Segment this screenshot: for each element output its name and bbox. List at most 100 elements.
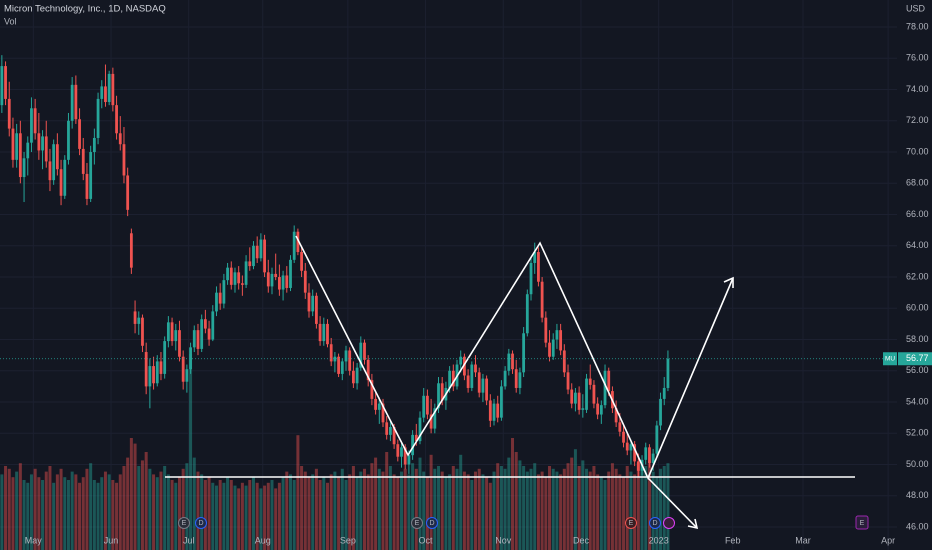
- candle-body: [411, 434, 415, 456]
- x-tick-label: Feb: [725, 535, 741, 545]
- volume-bar: [647, 460, 651, 550]
- candle-body: [322, 323, 326, 342]
- volume-bar: [433, 468, 437, 550]
- volume-bar: [522, 466, 526, 550]
- volume-bar: [403, 468, 407, 550]
- candle-body: [555, 330, 559, 340]
- x-tick-label: Jul: [183, 535, 195, 545]
- volume-bar: [296, 435, 300, 550]
- volume-bar: [96, 482, 100, 550]
- volume-bar: [655, 477, 659, 550]
- candle-body: [255, 245, 259, 259]
- y-tick-label: 72.00: [906, 115, 929, 125]
- candle-body: [463, 356, 466, 376]
- volume-bar: [111, 480, 115, 550]
- dividend-icon[interactable]: [663, 517, 675, 529]
- candle-body: [363, 342, 366, 360]
- event-marker[interactable]: [195, 517, 207, 529]
- candle-body: [277, 277, 281, 290]
- candle-body: [314, 295, 318, 324]
- candle-body: [396, 444, 400, 457]
- candle-body: [525, 294, 529, 334]
- candle-body: [178, 330, 181, 357]
- x-tick-label: Sep: [340, 535, 356, 545]
- volume-bar: [355, 477, 359, 550]
- candle-body: [185, 369, 189, 382]
- candle-body: [52, 144, 56, 181]
- y-tick-label: 74.00: [906, 84, 929, 94]
- volume-bar: [477, 468, 481, 550]
- candle-body: [311, 295, 315, 312]
- candle-body: [92, 137, 96, 153]
- symbol-badge: [883, 352, 897, 366]
- volume-bar: [629, 471, 633, 550]
- volume-bar: [385, 452, 389, 550]
- volume-pane: [0, 354, 670, 550]
- volume-bar: [559, 474, 563, 550]
- candle-body: [163, 341, 167, 374]
- candle-body: [181, 356, 185, 382]
- volume-bar: [499, 466, 503, 550]
- volume-bar: [348, 474, 352, 550]
- volume-bar: [292, 480, 296, 550]
- candle-body: [566, 372, 570, 390]
- volume-bar: [163, 466, 167, 550]
- event-marker[interactable]: [855, 515, 869, 530]
- candle-body: [470, 364, 474, 388]
- volume-bar: [33, 468, 37, 550]
- event-marker[interactable]: [625, 517, 637, 529]
- volume-bar: [107, 474, 111, 550]
- volume-bar: [640, 468, 644, 550]
- candle-body: [111, 73, 115, 106]
- candle-body: [337, 356, 340, 374]
- volume-bar: [266, 482, 270, 550]
- volume-bar: [37, 477, 41, 550]
- volume-bar: [44, 471, 48, 550]
- x-tick-label: Apr: [881, 535, 895, 545]
- volume-bar: [122, 466, 126, 550]
- down-arrow: [647, 477, 698, 529]
- volume-bar: [418, 457, 422, 550]
- volume-bar: [451, 466, 455, 550]
- event-marker[interactable]: [426, 517, 438, 529]
- currency-label: USD: [906, 3, 926, 13]
- volume-bar: [226, 477, 230, 550]
- volume-bar: [455, 468, 459, 550]
- candle-body: [559, 330, 563, 351]
- last-price-label: 56.77: [906, 353, 929, 363]
- volume-bar: [533, 463, 537, 550]
- event-marker[interactable]: [411, 517, 423, 529]
- y-tick-label: 48.00: [906, 490, 929, 500]
- candle-body: [448, 370, 452, 388]
- candle-body: [270, 273, 274, 287]
- y-tick-label: 66.00: [906, 209, 929, 219]
- candle-body: [451, 370, 455, 387]
- volume-bar: [400, 471, 404, 550]
- volume-bar: [248, 480, 252, 550]
- candle-body: [237, 272, 241, 284]
- volume-bar: [314, 468, 318, 550]
- volume-bar: [303, 471, 307, 550]
- volume-bar: [203, 480, 207, 550]
- volume-bar: [81, 477, 85, 550]
- event-marker[interactable]: [178, 517, 190, 529]
- event-marker[interactable]: [649, 517, 661, 529]
- candle-body: [374, 398, 378, 410]
- y-tick-label: 60.00: [906, 303, 929, 313]
- candle-body: [174, 330, 178, 342]
- volume-bar: [507, 457, 511, 550]
- volume-bar: [140, 460, 144, 550]
- candle-body: [574, 392, 577, 404]
- candle-body: [433, 408, 437, 429]
- candle-body: [392, 427, 396, 445]
- axes: 46.00 48.00 50.00 52.00 54.00 56.00 58.00 60.00…: [0, 21, 932, 545]
- candle-body: [622, 431, 625, 443]
- volume-bar: [240, 482, 244, 550]
- chart-title: Micron Technology, Inc., 1D, NASDAQ: [4, 4, 166, 15]
- candle-body: [63, 159, 67, 196]
- candle-body: [400, 447, 403, 457]
- candle-body: [588, 378, 592, 385]
- candle-body: [81, 148, 85, 174]
- volume-bar: [359, 471, 363, 550]
- candle-body: [414, 434, 418, 442]
